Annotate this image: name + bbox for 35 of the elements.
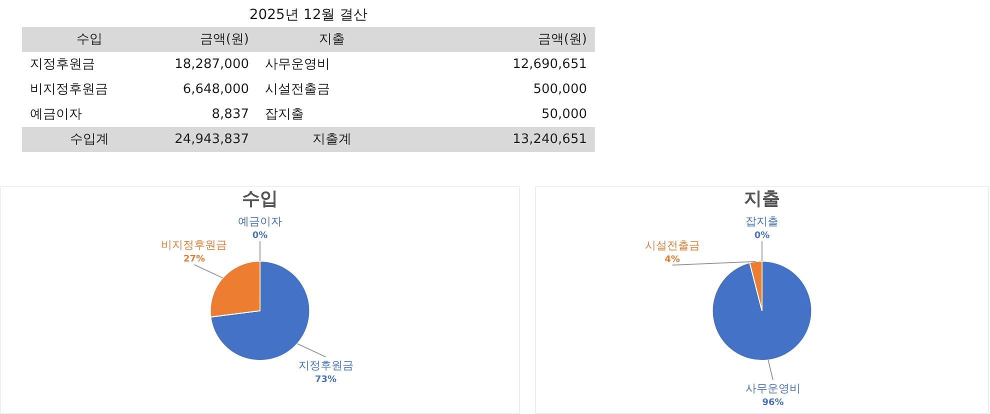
slice-label: 지정후원금 — [298, 358, 354, 372]
text: 500,000 — [532, 81, 588, 99]
text: 비지정후원금 — [29, 81, 109, 99]
text: 50,000 — [540, 106, 588, 124]
text: 금액(원) — [157, 27, 257, 52]
text: 잡지출 — [264, 106, 305, 124]
category-label: 예금이자 — [238, 215, 282, 228]
data-label: 4% — [664, 255, 680, 266]
text: 지정후원금 — [29, 56, 96, 74]
text: 예금이자 — [29, 106, 83, 124]
data-label: 96% — [762, 398, 784, 408]
text: 금액(원) — [407, 27, 595, 52]
category-label: 잡지출 — [746, 215, 778, 228]
data-label: 73% — [315, 374, 337, 385]
text: 6,648,000 — [182, 81, 250, 99]
slice-label: 시설전출금 — [644, 239, 700, 252]
text: 지출계 — [257, 127, 407, 152]
text: 시설전출금 — [264, 81, 331, 99]
slice-label: 사무운영비 — [745, 382, 800, 395]
data-label: 27% — [183, 254, 205, 265]
text: 13,240,651 — [407, 127, 595, 152]
text: 0% — [754, 231, 770, 242]
text: 지출 — [257, 27, 407, 52]
text: 18,287,000 — [174, 56, 250, 74]
text: 수입계 — [22, 127, 157, 152]
slice-label: 비지정후원금 — [161, 238, 228, 252]
chart-title: 지출 — [744, 188, 780, 210]
text: 24,943,837 — [157, 127, 257, 152]
text: 0% — [252, 231, 268, 242]
text: 수입 — [22, 27, 157, 52]
text: 12,690,651 — [512, 56, 588, 74]
text: 2025년 12월 결산 — [248, 6, 369, 25]
chart-title: 수입 — [242, 188, 278, 210]
text: 사무운영비 — [264, 56, 331, 74]
text: 8,837 — [210, 106, 250, 124]
